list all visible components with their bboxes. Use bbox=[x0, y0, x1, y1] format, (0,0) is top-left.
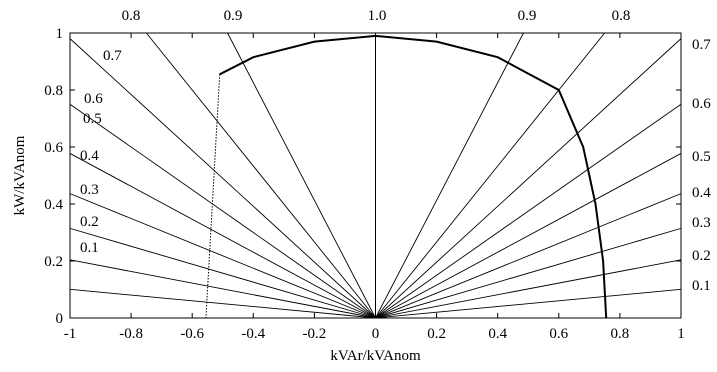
power-factor-lines bbox=[69, 32, 682, 319]
x-tick-label: -0.2 bbox=[303, 326, 327, 342]
pf-label-top: 0.8 bbox=[612, 8, 631, 24]
pf-ray-0_2-right bbox=[375, 259, 682, 319]
pf-label-top: 1.0 bbox=[368, 8, 387, 24]
pf-label-right: 0.6 bbox=[692, 96, 711, 112]
y-axis-title: kW/kVAnom bbox=[12, 135, 28, 215]
pf-label-top: 0.9 bbox=[518, 8, 537, 24]
pf-ray-0_9-right bbox=[375, 32, 524, 319]
pf-ray-0_8-right bbox=[375, 32, 605, 319]
pf-ray-0_4-left bbox=[69, 193, 376, 319]
pf-ray-0_8-left bbox=[146, 32, 376, 319]
pf-label-right: 0.2 bbox=[692, 248, 711, 264]
x-tick-label: 0.6 bbox=[549, 326, 568, 342]
pf-label-left: 0.1 bbox=[80, 240, 99, 256]
x-axis-title: kVAr/kVAnom bbox=[330, 348, 421, 364]
pf-label-right: 0.1 bbox=[692, 278, 711, 294]
x-tick-label: 0.2 bbox=[427, 326, 446, 342]
y-tick-label: 0.8 bbox=[44, 83, 63, 99]
y-tick-label: 0 bbox=[56, 311, 64, 327]
pf-ray-0_7-right bbox=[375, 38, 682, 319]
power-factor-labels: 0.7 0.6 0.5 0.4 0.3 0.2 0.1 0.7 0.6 0.5 0.4 0.3 0.2 0… bbox=[80, 8, 711, 294]
pf-label-right: 0.4 bbox=[692, 185, 711, 201]
capability-curve-2 bbox=[557, 89, 608, 319]
x-tick-label: 0.8 bbox=[611, 326, 630, 342]
pf-label-right: 0.5 bbox=[692, 149, 711, 165]
x-tick-labels: -1 -0.8 -0.6 -0.4 -0.2 0 0.2 0.4 0.6 0.8 1 bbox=[64, 326, 685, 342]
pf-ray-0_3-left bbox=[69, 227, 376, 319]
pf-ray-0_1-left bbox=[69, 288, 376, 319]
pf-label-top: 0.9 bbox=[224, 8, 243, 24]
x-tick-label: 1 bbox=[677, 326, 685, 342]
pf-ray-0_6-right bbox=[375, 103, 682, 319]
pf-ray-0_3-right bbox=[375, 227, 682, 319]
y-tick-label: 1 bbox=[56, 26, 64, 42]
pf-label-left: 0.6 bbox=[84, 91, 103, 107]
pf-ray-0_2-left bbox=[69, 259, 376, 319]
pf-label-left: 0.3 bbox=[80, 182, 99, 198]
pf-ray-0_7-left bbox=[69, 38, 376, 319]
pf-ray-0_5-right bbox=[375, 153, 682, 319]
x-tick-label: -0.4 bbox=[241, 326, 265, 342]
x-tick-label: 0.4 bbox=[488, 326, 507, 342]
pf-label-left: 0.4 bbox=[80, 148, 99, 164]
capability-curves bbox=[205, 34, 608, 319]
y-tick-label: 0.4 bbox=[44, 197, 63, 213]
pf-ray-0_4-right bbox=[375, 193, 682, 319]
capability-curve-3 bbox=[205, 74, 221, 319]
y-tick-label: 0.6 bbox=[44, 140, 63, 156]
x-tick-label: 0 bbox=[372, 326, 380, 342]
pf-ray-0_6-left bbox=[69, 103, 376, 319]
pf-label-right: 0.7 bbox=[692, 37, 711, 53]
x-tick-label: -0.6 bbox=[180, 326, 204, 342]
pf-ray-0_9-left bbox=[227, 32, 376, 319]
pf-ray-0_1-right bbox=[375, 288, 682, 319]
axis-ticks bbox=[69, 32, 682, 319]
pf-label-right: 0.3 bbox=[692, 215, 711, 231]
y-tick-labels: 0 0.2 0.4 0.6 0.8 1 bbox=[44, 26, 63, 327]
y-tick-label: 0.2 bbox=[44, 254, 63, 270]
pf-label-left: 0.2 bbox=[80, 214, 99, 230]
pf-label-top: 0.8 bbox=[122, 8, 141, 24]
pf-ray-0_5-left bbox=[69, 153, 376, 319]
capability-curve-1 bbox=[219, 34, 560, 91]
pf-label-left: 0.5 bbox=[83, 111, 102, 127]
x-tick-label: -1 bbox=[64, 326, 77, 342]
pf-label-left: 0.7 bbox=[103, 48, 122, 64]
x-tick-label: -0.8 bbox=[119, 326, 143, 342]
